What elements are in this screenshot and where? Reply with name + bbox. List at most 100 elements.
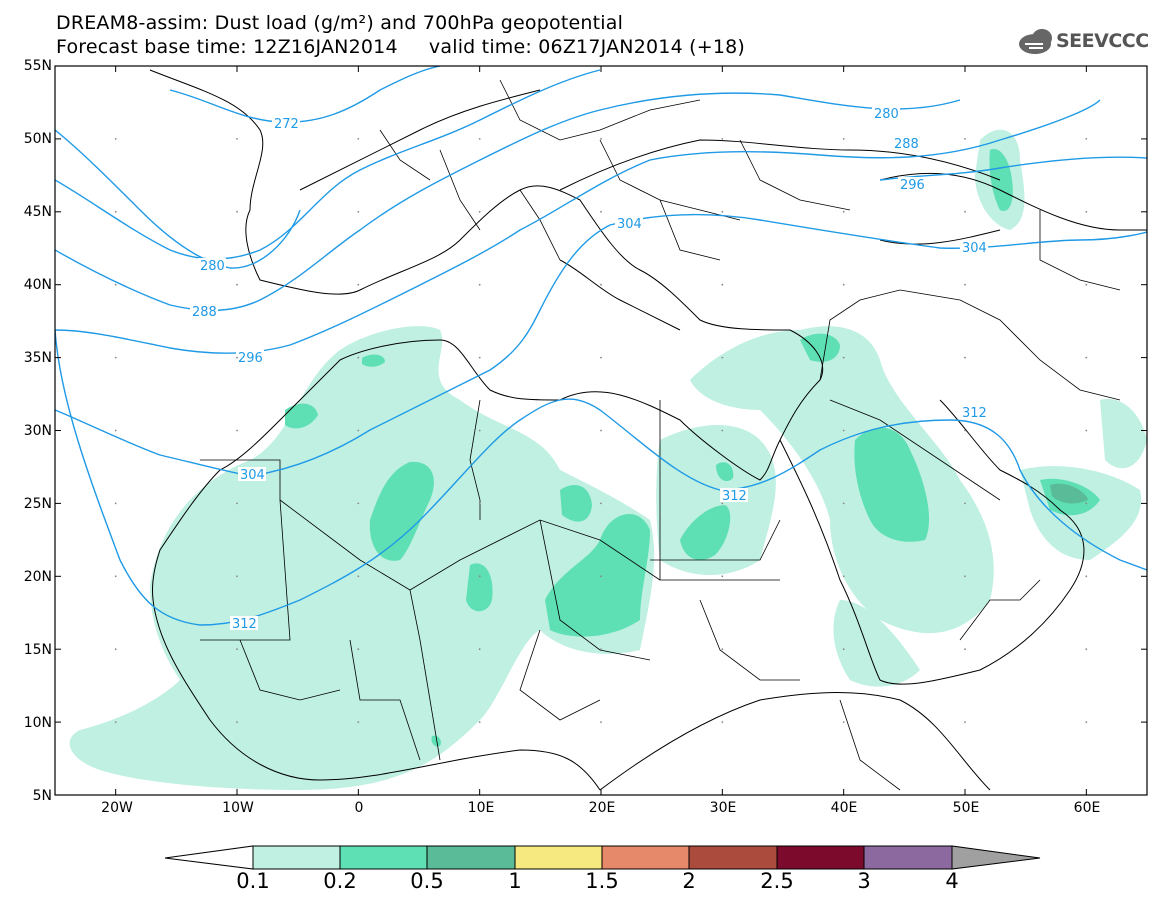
graticule-dot [114,575,117,578]
axis-ticks [55,65,1147,796]
graticule-dot [357,575,360,578]
graticule-dot [964,429,966,432]
graticule-dot [600,283,602,286]
graticule-dot [600,429,602,432]
lat-label-35n: 35N [23,350,52,366]
lat-label-20n: 20N [23,569,52,585]
graticule-dot [236,210,238,213]
graticule-dot [1085,210,1088,213]
graticule-dot [842,575,845,578]
graticule-dot [357,502,360,505]
graticule-dot [1085,648,1088,651]
contour-label-312-west: 312 [232,617,257,632]
graticule-dot [842,429,845,432]
coastlines [149,69,1147,791]
lat-label-40n: 40N [23,277,52,293]
colorbar-swatch-0.1 [252,845,341,870]
lat-label-15n: 15N [23,642,52,658]
contour-label-288-west: 288 [192,305,217,320]
graticule-dot [357,429,360,432]
contour-label-312-east: 312 [962,406,987,421]
colorbar-label-1.5: 1.5 [585,869,619,893]
graticule-dot [114,210,117,213]
graticule-dot [1085,356,1088,359]
dust-dark-areas [1050,483,1088,504]
contour-label-304-west: 304 [240,468,265,483]
lat-label-55n: 55N [23,58,52,74]
colorbar [164,845,1041,870]
graticule-dot [478,502,481,505]
contour-label-296-east: 296 [900,178,925,193]
graticule-dot [1085,575,1088,578]
graticule-dot [964,721,966,723]
graticule-dot [478,429,481,432]
colorbar-swatch-1.5 [601,845,690,870]
graticule-dot [842,502,845,505]
graticule-dot [600,648,602,651]
colorbar-swatch-1 [514,845,603,870]
graticule-dot [600,575,602,578]
lon-label-50e: 50E [952,800,980,816]
graticule-dot [1085,429,1088,432]
lat-label-10n: 10N [23,715,52,731]
graticule-dot [478,648,481,651]
graticule-dot [600,210,602,213]
graticule-dot [478,721,481,723]
graticule-dot [600,721,602,723]
graticule-dot [842,721,845,723]
contour-label-272: 272 [274,117,299,132]
colorbar-label-1: 1 [508,869,522,893]
graticule-dot [721,210,724,213]
colorbar-label-3: 3 [857,869,871,893]
graticule-dot [357,648,360,651]
graticule-dot [721,502,724,505]
colorbar-over-arrow [951,845,1041,870]
graticule-dot [114,283,117,286]
logo-text: SEEVCCC [1056,30,1149,52]
graticule-dot [236,138,238,140]
graticule-dot [357,138,360,140]
graticule-dot [964,575,966,578]
contour-label-304-central: 304 [617,217,642,232]
graticule-dot [721,429,724,432]
graticule-dot [114,721,117,723]
lat-label-30n: 30N [23,423,52,439]
graticule-dot [114,429,117,432]
contour-label-312-central: 312 [722,489,747,504]
graticule-dot [964,283,966,286]
colorbar-label-4: 4 [945,869,959,893]
graticule-dot [842,138,845,140]
graticule-dot [114,648,117,651]
colorbar-under-arrow [164,845,254,870]
graticule-dot [236,721,238,723]
lon-label-10w: 10W [222,800,254,816]
graticule-dot [1085,283,1088,286]
graticule-dot [964,138,966,140]
graticule-dot [964,502,966,505]
graticule-dot [478,210,481,213]
graticule-dot [114,138,117,140]
dust-medium-areas [285,149,1100,747]
graticule-dot [236,648,238,651]
graticule-dot [600,138,602,140]
lon-label-0: 0 [354,800,364,816]
graticule-dot [357,210,360,213]
graticule-dot [842,356,845,359]
graticule-dot [964,356,966,359]
graticule-dot [1085,138,1088,140]
graticule-dot [114,356,117,359]
graticule-dot [600,502,602,505]
colorbar-label-0.1: 0.1 [236,869,270,893]
colorbar-label-0.5: 0.5 [410,869,444,893]
lat-label-5n: 5N [32,788,52,804]
contour-labels: 272 280 280 288 288 296 296 304 304 304 … [190,106,988,632]
graticule-dot [114,502,117,505]
graticule-dot [357,356,360,359]
graticule-dot [964,210,966,213]
graticule-dot [236,502,238,505]
contour-label-304-east: 304 [962,241,987,256]
contour-label-288-east: 288 [894,137,919,152]
colorbar-swatch-0.2 [339,845,428,870]
graticule-dot [357,721,360,723]
graticule-dot [357,283,360,286]
